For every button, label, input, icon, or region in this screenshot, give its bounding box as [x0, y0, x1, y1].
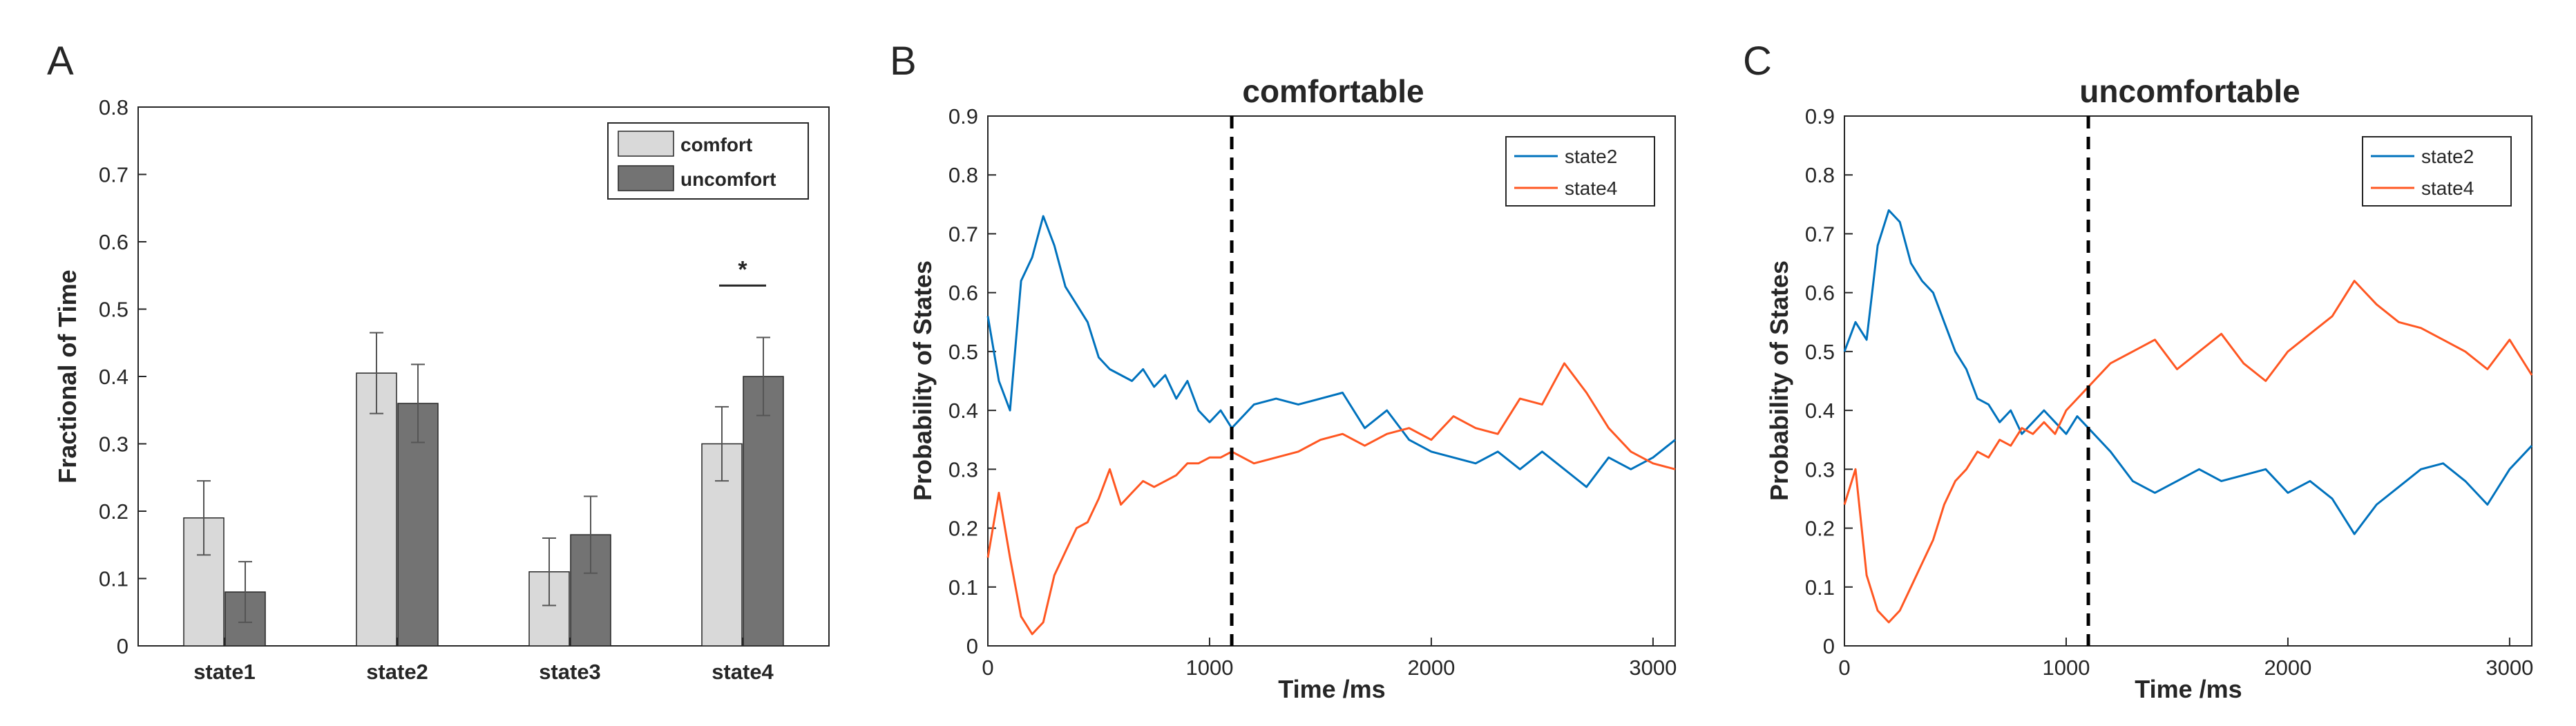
legend-label-state2-c: state2 [2421, 146, 2474, 167]
x-tick-label-c: 2000 [2264, 656, 2311, 680]
x-ticks-a: state1 state2 state3 state4 [193, 638, 774, 684]
x-axis-label-c: Time /ms [2135, 675, 2242, 703]
y-tick-label-a: 0.6 [99, 230, 128, 254]
legend-box-b [1505, 136, 1655, 207]
legend-label-comfort: comfort [680, 134, 752, 155]
bar-uncomfort [397, 403, 439, 647]
series-line-state2-c [1843, 209, 2533, 535]
y-tick-label-c: 0.4 [1805, 399, 1835, 423]
y-tick-label-c: 0.7 [1805, 222, 1835, 246]
y-ticks-b: 0 0.1 0.2 0.3 0.4 0.5 0.6 0.7 0.8 0.9 [948, 104, 996, 658]
legend-b: state2 state4 [1505, 136, 1655, 207]
y-tick-label-a: 0 [117, 634, 128, 658]
legend-a: comfort uncomfort [607, 122, 809, 200]
y-tick-label-c: 0.5 [1805, 340, 1835, 364]
y-tick-label-c: 0.2 [1805, 517, 1835, 541]
y-tick-label-a: 0.4 [99, 365, 128, 389]
x-tick-label-a: state2 [366, 660, 428, 684]
x-ticks-c: 0 1000 2000 3000 [1838, 638, 2533, 680]
panel-a: A 0 0.1 0.2 0.3 0.4 0.5 0.6 0.7 0.8 state1 state2… [47, 39, 830, 684]
y-axis-label-a: Fractional of Time [53, 269, 82, 483]
x-tick-label-a: state1 [193, 660, 256, 684]
x-axis-label-b: Time /ms [1278, 675, 1385, 703]
y-ticks-c: 0 0.1 0.2 0.3 0.4 0.5 0.6 0.7 0.8 0.9 [1805, 104, 1853, 658]
x-tick-label-a: state3 [539, 660, 601, 684]
series-line-state4-c [1843, 280, 2533, 624]
legend-swatch-uncomfort [618, 165, 674, 191]
legend-swatch-comfort [618, 131, 674, 157]
y-tick-label-b: 0.1 [948, 575, 978, 600]
bar-comfort [356, 372, 397, 647]
y-tick-label-b: 0.6 [948, 281, 978, 305]
x-tick-label-c: 3000 [2486, 656, 2533, 680]
x-tick-label-b: 3000 [1629, 656, 1677, 680]
y-tick-label-a: 0.7 [99, 163, 128, 187]
legend-label-state4-b: state4 [1565, 178, 1617, 199]
y-tick-label-a: 0.8 [99, 95, 128, 120]
y-tick-label-b: 0.7 [948, 222, 978, 246]
y-axis-label-b: Probability of States [908, 260, 937, 501]
y-tick-label-c: 0.3 [1805, 457, 1835, 481]
y-tick-label-b: 0 [966, 634, 978, 658]
panel-letter-c: C [1743, 39, 1772, 84]
panel-letter-a: A [47, 39, 74, 84]
panel-c: C uncomfortable 0 0.1 0.2 0.3 0.4 0.5 0.6 0.7 0.… [1743, 39, 2533, 703]
x-tick-label-b: 1000 [1185, 656, 1233, 680]
y-tick-label-c: 0 [1823, 634, 1835, 658]
y-tick-label-c: 0.1 [1805, 575, 1835, 600]
chart-title-c: uncomfortable [2079, 73, 2300, 109]
y-tick-label-b: 0.5 [948, 340, 978, 364]
bars-a [183, 372, 784, 647]
series-line-state2-b [986, 215, 1676, 488]
y-tick-label-c: 0.6 [1805, 281, 1835, 305]
y-tick-label-b: 0.4 [948, 399, 978, 423]
significance-star: * [738, 256, 747, 283]
panel-b: B comfortable 00.10.20.30.40.50.60.70.80… [890, 39, 1677, 703]
y-tick-label-a: 0.3 [99, 432, 128, 457]
x-tick-label-b: 2000 [1407, 656, 1455, 680]
chart-title-b: comfortable [1242, 73, 1424, 109]
x-tick-label-c: 0 [1838, 656, 1850, 680]
y-tick-label-a: 0.5 [99, 298, 128, 322]
legend-c: state2 state4 [2362, 136, 2512, 207]
x-ticks-b: 0 1000 2000 3000 [982, 638, 1677, 680]
legend-label-state4-c: state4 [2421, 178, 2474, 199]
bar-uncomfort [743, 376, 784, 647]
y-ticks-a: 0 0.1 0.2 0.3 0.4 0.5 0.6 0.7 0.8 [99, 95, 146, 658]
x-tick-label-b: 0 [982, 656, 993, 680]
y-tick-label-c: 0.8 [1805, 163, 1835, 187]
legend-label-state2-b: state2 [1565, 146, 1617, 167]
y-axis-label-c: Probability of States [1765, 260, 1793, 501]
legend-box-c [2362, 136, 2512, 207]
error-bars-a [197, 332, 770, 623]
y-tick-label-b: 0.9 [948, 104, 978, 128]
y-tick-label-b: 0.3 [948, 457, 978, 481]
x-tick-label-a: state4 [712, 660, 774, 684]
y-tick-label-c: 0.9 [1805, 104, 1835, 128]
panel-letter-b: B [890, 39, 917, 84]
y-tick-label-a: 0.2 [99, 499, 128, 524]
legend-label-uncomfort: uncomfort [680, 169, 776, 190]
y-tick-label-a: 0.1 [99, 567, 128, 591]
x-tick-label-c: 1000 [2042, 656, 2090, 680]
y-tick-label-b: 0.8 [948, 163, 978, 187]
y-tick-label-b: 0.2 [948, 517, 978, 541]
series-line-state4-b [986, 362, 1676, 636]
